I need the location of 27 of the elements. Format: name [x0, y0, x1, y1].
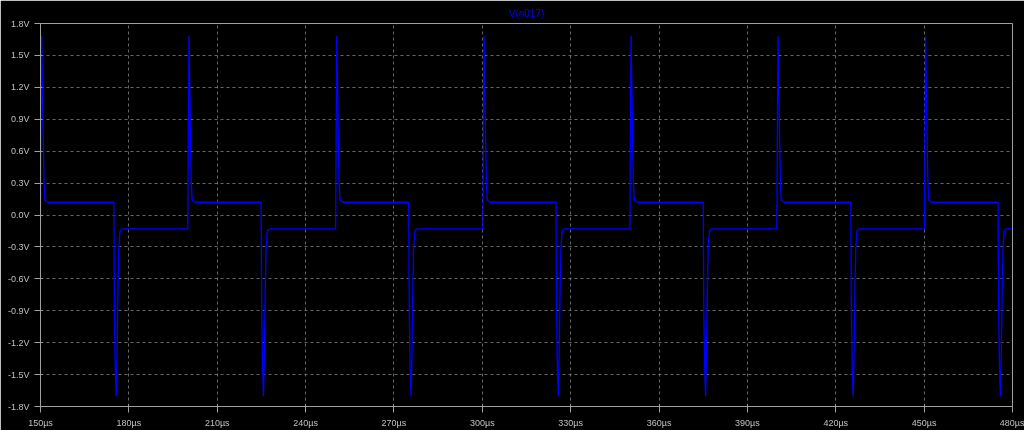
y-tick-label: -0.6V [7, 273, 30, 284]
y-tick-label: -1.2V [7, 337, 30, 348]
y-tick-label: 0.9V [10, 114, 30, 125]
x-tick-label: 330µs [558, 417, 584, 428]
x-tick-label: 300µs [469, 417, 496, 428]
y-tick-label: 1.2V [10, 82, 30, 93]
x-tick-label: 360µs [646, 417, 672, 428]
line-series [40, 35, 1013, 397]
y-tick-label: -0.3V [7, 241, 30, 252]
x-tick-label: 180µs [116, 417, 142, 428]
x-tick-label: 450µs [911, 417, 937, 428]
chart-title: V(n017) [508, 7, 545, 19]
y-tick-label: 0.6V [10, 146, 30, 157]
x-tick-label: 390µs [735, 417, 761, 428]
y-tick-label: -1.8V [7, 401, 30, 412]
x-tick-label: 420µs [823, 417, 849, 428]
x-tick-label: 210µs [204, 417, 231, 428]
x-tick-label: 150µs [28, 417, 54, 428]
x-tick-label: 240µs [293, 417, 319, 428]
x-tick-label: 270µs [381, 417, 407, 428]
y-tick-label: 0.3V [10, 178, 30, 189]
x-tick-label: 480µs [999, 417, 1024, 428]
y-tick-label: 0.0V [10, 210, 30, 220]
y-tick-label: 1.8V [10, 18, 30, 29]
y-tick-label: 1.5V [10, 50, 30, 61]
y-tick-label: -1.5V [7, 369, 30, 380]
y-tick-label: -0.9V [7, 305, 30, 316]
